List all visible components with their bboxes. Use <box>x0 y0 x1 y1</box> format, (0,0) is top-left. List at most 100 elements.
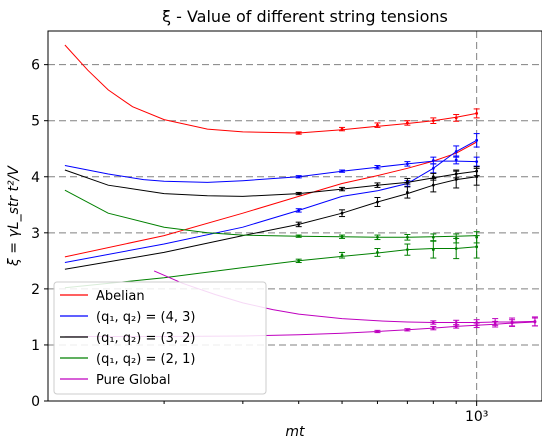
y-tick-label: 1 <box>31 338 40 354</box>
error-bar <box>404 234 411 241</box>
legend-label: (q₁, q₂) = (3, 2) <box>96 331 195 346</box>
error-bar <box>374 197 381 207</box>
data-point <box>454 116 458 120</box>
data-point <box>431 326 435 330</box>
x-axis: 10³ <box>163 401 488 425</box>
series-line <box>64 141 477 258</box>
series-line <box>64 169 477 197</box>
data-point <box>405 248 409 252</box>
data-point <box>431 248 435 252</box>
data-point <box>454 178 458 181</box>
data-point <box>454 158 458 162</box>
x-axis-label: mt <box>285 424 305 440</box>
error-bar <box>339 209 346 218</box>
error-bar <box>295 208 302 213</box>
error-bar <box>339 126 346 132</box>
series-line <box>64 44 477 134</box>
error-bar <box>339 186 346 192</box>
error-bar <box>473 322 480 329</box>
error-bar <box>339 234 346 239</box>
data-point <box>405 162 409 166</box>
legend-label: (q₁, q₂) = (2, 1) <box>96 352 195 367</box>
error-bar <box>295 191 302 196</box>
series-line <box>64 139 477 263</box>
error-bar <box>430 325 437 331</box>
error-bar <box>531 317 538 327</box>
data-point <box>431 321 435 324</box>
y-tick-label: 5 <box>31 114 40 130</box>
y-tick-label: 3 <box>31 226 40 242</box>
error-bar <box>430 177 437 193</box>
data-point <box>454 150 458 153</box>
data-point <box>297 175 301 179</box>
error-bar <box>404 161 411 167</box>
error-bar <box>430 320 437 325</box>
error-bar <box>473 133 480 148</box>
error-bar <box>473 167 480 186</box>
error-bar <box>430 117 437 124</box>
error-bar <box>374 234 381 241</box>
data-point <box>431 183 435 187</box>
data-point <box>297 259 301 263</box>
error-bar <box>374 165 381 170</box>
error-bar <box>430 156 437 165</box>
data-point <box>340 169 344 173</box>
data-point <box>475 245 479 249</box>
error-bar <box>492 320 499 328</box>
data-point <box>405 191 409 194</box>
data-point <box>475 323 479 327</box>
error-bar <box>404 120 411 126</box>
data-point <box>405 235 409 239</box>
data-point <box>376 165 379 169</box>
data-point <box>431 119 435 123</box>
data-point <box>405 328 409 332</box>
error-bar <box>339 169 346 173</box>
data-point <box>431 235 435 239</box>
data-point <box>376 123 379 127</box>
data-point <box>340 211 344 215</box>
series-line <box>64 176 477 270</box>
error-bar <box>453 324 460 329</box>
error-bar <box>404 243 411 256</box>
data-point <box>376 251 379 254</box>
data-point <box>405 121 409 125</box>
error-bar <box>295 221 302 228</box>
error-bar <box>453 237 460 260</box>
series-line <box>64 189 477 238</box>
data-point <box>475 112 479 115</box>
data-point <box>297 234 301 238</box>
data-point <box>431 175 435 179</box>
error-bar <box>295 175 302 179</box>
data-point <box>340 253 344 257</box>
data-point <box>475 160 479 164</box>
error-bar <box>404 177 411 185</box>
data-point <box>405 179 409 183</box>
error-bar <box>430 240 437 259</box>
error-bar <box>473 108 480 119</box>
y-tick-label: 0 <box>31 394 40 410</box>
error-bar <box>295 131 302 135</box>
data-point <box>431 159 435 162</box>
error-bar <box>339 251 346 259</box>
error-bar <box>295 234 302 238</box>
legend-label: Pure Global <box>96 373 171 388</box>
error-bar <box>453 145 460 158</box>
error-bar <box>404 328 411 332</box>
data-point <box>297 192 301 195</box>
legend: Abelian (q₁, q₂) = (4, 3) (q₁, q₂) = (3, 2… <box>53 281 267 395</box>
error-bar <box>509 319 516 327</box>
data-point <box>376 330 379 333</box>
error-bar <box>473 156 480 167</box>
data-point <box>431 166 435 170</box>
data-point <box>376 235 379 239</box>
error-bar <box>473 235 480 259</box>
data-point <box>297 223 301 226</box>
data-point <box>510 321 514 325</box>
data-point <box>340 235 344 239</box>
y-tick-label: 4 <box>31 170 40 186</box>
y-tick-label: 6 <box>31 58 40 74</box>
error-bar <box>374 329 381 334</box>
x-tick-label: 10³ <box>465 409 488 425</box>
error-bar <box>453 170 460 189</box>
